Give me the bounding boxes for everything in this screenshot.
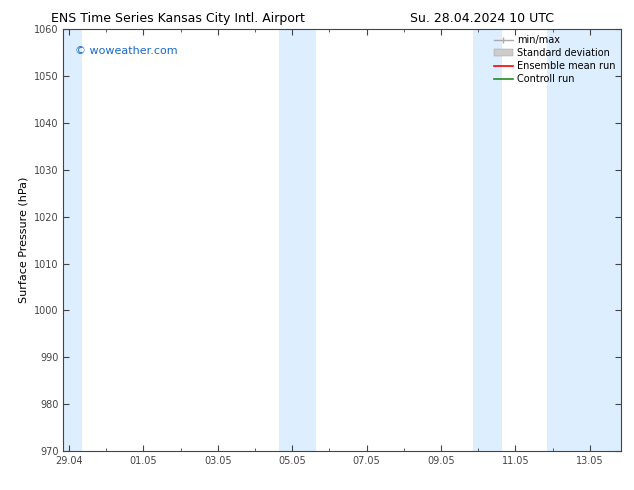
Bar — [547, 29, 621, 451]
Text: Su. 28.04.2024 10 UTC: Su. 28.04.2024 10 UTC — [410, 12, 554, 25]
Bar — [63, 29, 82, 451]
Y-axis label: Surface Pressure (hPa): Surface Pressure (hPa) — [18, 177, 29, 303]
Text: © woweather.com: © woweather.com — [75, 46, 177, 56]
Bar — [279, 29, 316, 451]
Bar — [472, 29, 502, 451]
Text: ENS Time Series Kansas City Intl. Airport: ENS Time Series Kansas City Intl. Airpor… — [51, 12, 304, 25]
Legend: min/max, Standard deviation, Ensemble mean run, Controll run: min/max, Standard deviation, Ensemble me… — [489, 31, 619, 88]
